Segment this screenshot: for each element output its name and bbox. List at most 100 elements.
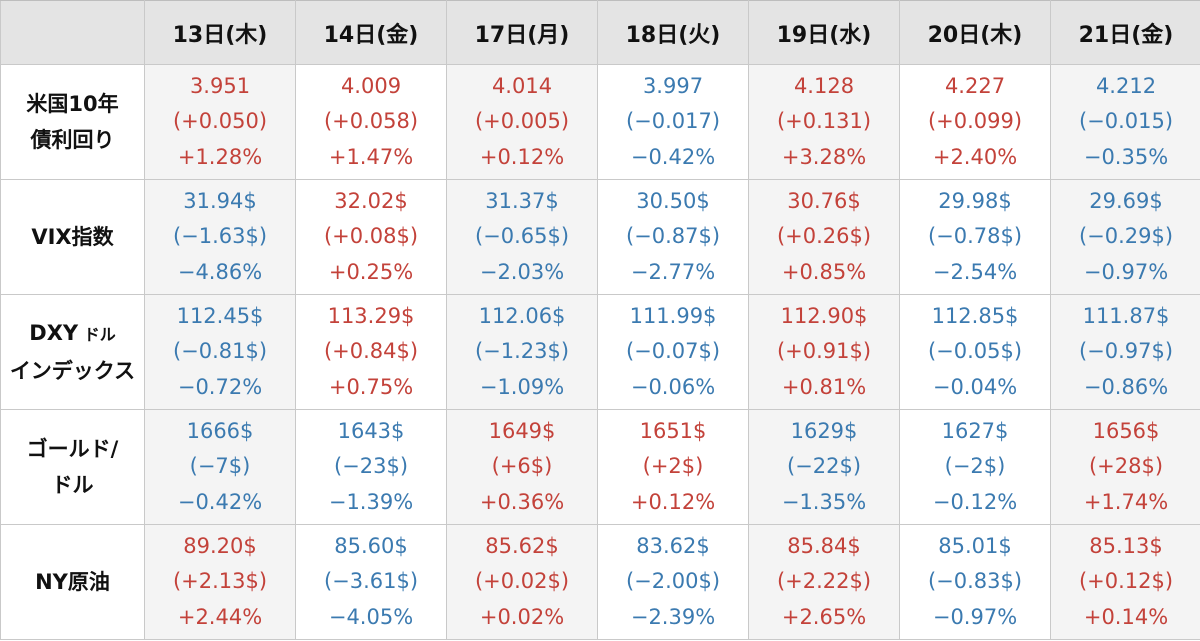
cell-change: (+0.050) — [172, 109, 268, 134]
cell-value: 85.01$ — [938, 533, 1012, 558]
cell-change: (+0.91$) — [776, 339, 872, 364]
cell-change: (−3.61$) — [323, 569, 419, 594]
cell-pct: +2.44% — [177, 604, 263, 629]
data-cell: 85.13$ (+0.12$) +0.14% — [1050, 524, 1200, 640]
cell-pct: +1.28% — [177, 144, 263, 169]
cell-value: 1649$ — [488, 418, 556, 443]
cell-change: (+0.131) — [776, 109, 872, 134]
column-header: 20日(木) — [899, 0, 1051, 65]
header-row: 13日(木) 14日(金) 17日(月) 18日(火) 19日(水) 20日(木… — [0, 0, 1200, 65]
data-cell: 3.951 (+0.050) +1.28% — [144, 64, 296, 180]
data-cell: 3.997 (−0.017) −0.42% — [597, 64, 749, 180]
data-cell: 85.62$ (+0.02$) +0.02% — [446, 524, 598, 640]
cell-change: (−0.83$) — [927, 569, 1023, 594]
row-label-line2: ドル — [51, 473, 94, 497]
cell-pct: −1.09% — [479, 374, 565, 399]
cell-change: (−22$) — [786, 454, 862, 479]
cell-value: 4.227 — [944, 73, 1006, 98]
cell-change: (−0.015) — [1078, 109, 1174, 134]
cell-pct: +1.74% — [1083, 489, 1169, 514]
data-cell: 32.02$ (+0.08$) +0.25% — [295, 179, 447, 295]
cell-change: (−2$) — [944, 454, 1006, 479]
data-cell: 4.009 (+0.058) +1.47% — [295, 64, 447, 180]
cell-pct: +0.75% — [328, 374, 414, 399]
data-cell: 1643$ (−23$) −1.39% — [295, 409, 447, 525]
cell-value: 85.60$ — [334, 533, 408, 558]
cell-change: (+0.058) — [323, 109, 419, 134]
data-cell: 85.84$ (+2.22$) +2.65% — [748, 524, 900, 640]
row-label-line2: 債利回り — [30, 128, 115, 152]
cell-change: (−0.87$) — [625, 224, 721, 249]
cell-change: (−2.00$) — [625, 569, 721, 594]
cell-change: (−0.07$) — [625, 339, 721, 364]
data-cell: 4.227 (+0.099) +2.40% — [899, 64, 1051, 180]
cell-value: 1643$ — [337, 418, 405, 443]
table-body: 米国10年債利回り 3.951 (+0.050) +1.28% 4.009 (+0.058… — [0, 64, 1200, 640]
cell-value: 30.76$ — [787, 188, 861, 213]
cell-change: (−0.97$) — [1078, 339, 1174, 364]
data-cell: 1666$ (−7$) −0.42% — [144, 409, 296, 525]
data-cell: 4.014 (+0.005) +0.12% — [446, 64, 598, 180]
cell-pct: −2.39% — [630, 604, 716, 629]
cell-value: 83.62$ — [636, 533, 710, 558]
row-label: 米国10年債利回り — [0, 64, 145, 180]
cell-value: 30.50$ — [636, 188, 710, 213]
data-cell: 1649$ (+6$) +0.36% — [446, 409, 598, 525]
cell-pct: −2.03% — [479, 259, 565, 284]
data-cell: 1629$ (−22$) −1.35% — [748, 409, 900, 525]
cell-value: 89.20$ — [183, 533, 257, 558]
cell-pct: +0.85% — [781, 259, 867, 284]
table-row: ゴールド/ドル 1666$ (−7$) −0.42% 1643$ (−23$) −1.39%… — [0, 409, 1200, 525]
column-header: 19日(水) — [748, 0, 900, 65]
row-label-line1: DXY — [29, 321, 79, 345]
cell-pct: +0.25% — [328, 259, 414, 284]
cell-value: 111.87$ — [1082, 303, 1170, 328]
cell-value: 4.014 — [491, 73, 553, 98]
cell-value: 4.212 — [1095, 73, 1157, 98]
row-label-line1: NY原油 — [35, 570, 110, 594]
cell-pct: −1.39% — [328, 489, 414, 514]
table-row: NY原油 89.20$ (+2.13$) +2.44% 85.60$ (−3.61$) −4… — [0, 524, 1200, 640]
cell-value: 85.62$ — [485, 533, 559, 558]
data-cell: 85.60$ (−3.61$) −4.05% — [295, 524, 447, 640]
row-label: VIX指数 — [0, 179, 145, 295]
cell-pct: +0.81% — [781, 374, 867, 399]
data-cell: 31.37$ (−0.65$) −2.03% — [446, 179, 598, 295]
column-header: 13日(木) — [144, 0, 296, 65]
data-cell: 30.76$ (+0.26$) +0.85% — [748, 179, 900, 295]
cell-pct: −0.06% — [630, 374, 716, 399]
data-cell: 112.90$ (+0.91$) +0.81% — [748, 294, 900, 410]
cell-value: 1666$ — [186, 418, 254, 443]
data-cell: 1656$ (+28$) +1.74% — [1050, 409, 1200, 525]
cell-value: 1629$ — [790, 418, 858, 443]
column-header: 17日(月) — [446, 0, 598, 65]
cell-pct: +2.40% — [932, 144, 1018, 169]
corner-cell — [0, 0, 145, 65]
data-cell: 4.128 (+0.131) +3.28% — [748, 64, 900, 180]
row-label: NY原油 — [0, 524, 145, 640]
row-label: DXY ドル インデックス — [0, 294, 145, 410]
cell-value: 111.99$ — [629, 303, 717, 328]
data-cell: 112.85$ (−0.05$) −0.04% — [899, 294, 1051, 410]
cell-value: 3.951 — [189, 73, 251, 98]
cell-value: 112.90$ — [780, 303, 868, 328]
cell-value: 4.128 — [793, 73, 855, 98]
cell-value: 29.69$ — [1089, 188, 1163, 213]
cell-value: 3.997 — [642, 73, 704, 98]
cell-pct: +0.36% — [479, 489, 565, 514]
cell-value: 29.98$ — [938, 188, 1012, 213]
cell-pct: −4.86% — [177, 259, 263, 284]
cell-value: 85.13$ — [1089, 533, 1163, 558]
cell-value: 1627$ — [941, 418, 1009, 443]
table-row: VIX指数 31.94$ (−1.63$) −4.86% 32.02$ (+0.08$) +… — [0, 179, 1200, 295]
cell-change: (−1.63$) — [172, 224, 268, 249]
cell-value: 112.85$ — [931, 303, 1019, 328]
cell-pct: −0.72% — [177, 374, 263, 399]
cell-change: (−0.017) — [625, 109, 721, 134]
row-label-line1: 米国10年 — [26, 92, 119, 116]
cell-value: 85.84$ — [787, 533, 861, 558]
row-label-line1: VIX指数 — [31, 225, 114, 249]
cell-change: (+0.26$) — [776, 224, 872, 249]
cell-pct: +0.14% — [1083, 604, 1169, 629]
